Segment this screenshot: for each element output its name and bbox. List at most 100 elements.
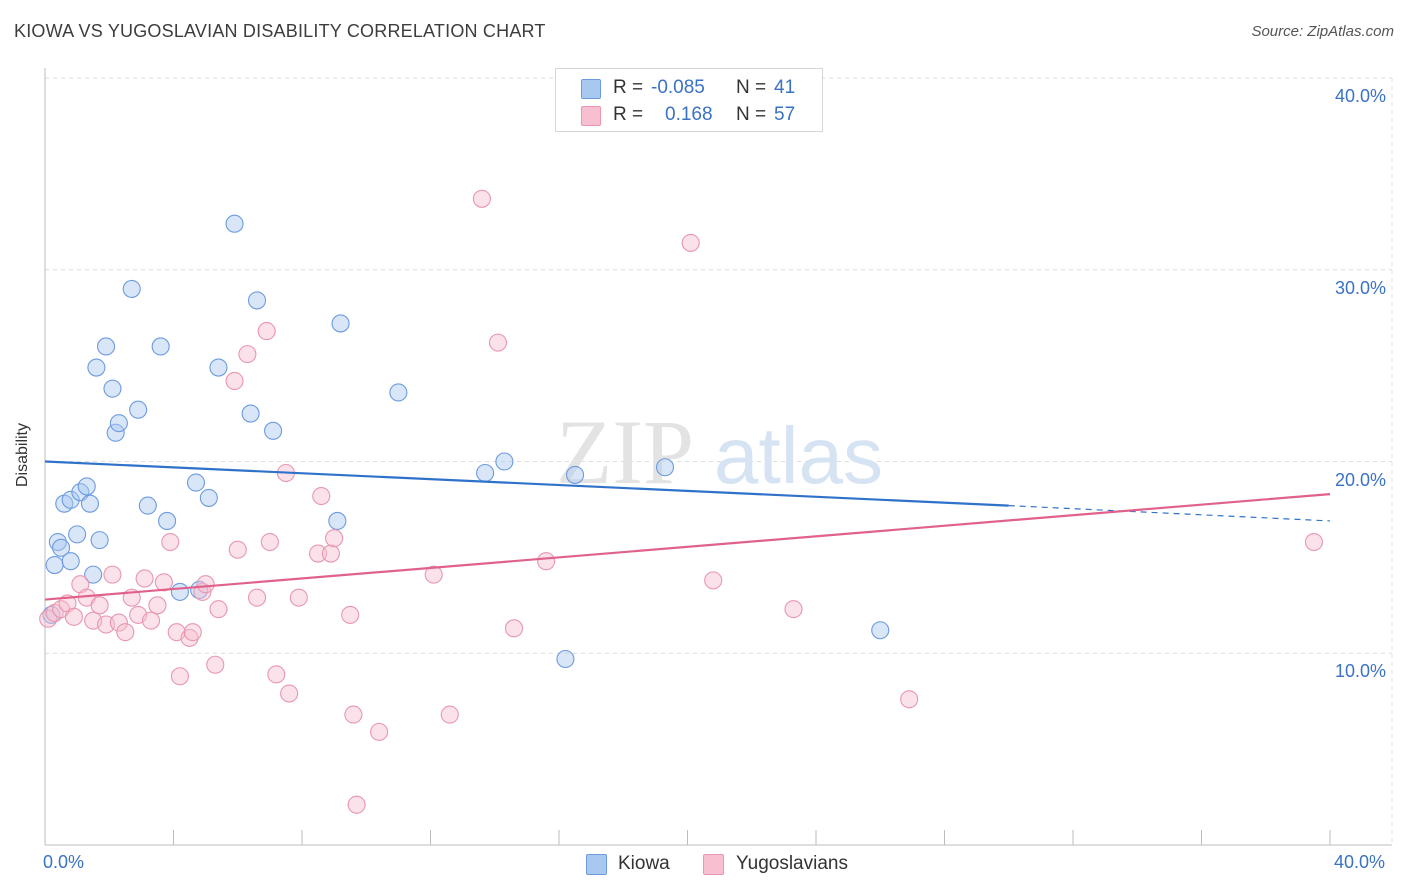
yugoslavian-point (900, 690, 919, 709)
kiowa-point (138, 496, 157, 515)
kiowa-point (61, 490, 80, 509)
legend-swatch-kiowa (581, 79, 601, 99)
yugoslavian-point (504, 619, 524, 638)
kiowa-trend-extension (1008, 505, 1331, 522)
yugoslavian-point (247, 588, 267, 607)
kiowa-point (77, 477, 96, 496)
yugoslavian-point (344, 705, 363, 724)
kiowa-point (655, 458, 675, 477)
y-tick-label: 40.0% (1335, 86, 1387, 106)
yugoslavian-point (267, 665, 286, 684)
kiowa-point (186, 473, 206, 492)
yugoslavian-point (537, 552, 556, 571)
kiowa-point (96, 337, 116, 356)
kiowa-point (328, 511, 347, 530)
x-tick-label-max: 40.0% (1334, 852, 1386, 872)
legend-n-label: N = (736, 77, 767, 98)
kiowa-point (199, 488, 218, 507)
kiowa-point (109, 414, 128, 433)
series-legend: Kiowa Yugoslavians (586, 852, 886, 878)
kiowa-point (264, 421, 283, 440)
kiowa-point (45, 555, 64, 575)
legend-n-value: 57 (774, 104, 796, 125)
kiowa-point (225, 214, 244, 233)
kiowa-point (476, 463, 495, 483)
kiowa-point (103, 379, 122, 398)
yugoslavian-point (196, 575, 215, 594)
kiowa-point (151, 337, 170, 356)
legend-swatch-yugoslavians (703, 854, 724, 875)
kiowa-trend-line (44, 460, 1009, 507)
yugoslavian-point (141, 611, 161, 630)
yugoslavian-point (280, 684, 299, 703)
trend-lines (44, 460, 1331, 601)
yugoslavian-point (321, 544, 340, 563)
yugoslavian-point (257, 322, 276, 341)
yugoslavian-point (309, 544, 328, 563)
kiowa-point (389, 383, 408, 402)
legend-label-kiowa: Kiowa (618, 853, 670, 874)
axes (44, 68, 1392, 846)
legend-r-label: R = (613, 77, 644, 98)
yugoslavian-point (183, 623, 202, 642)
kiowa-point (331, 314, 350, 333)
yugoslavian-point (161, 532, 180, 552)
source-label: Source: ZipAtlas.com (1251, 23, 1394, 40)
yugoslavian-point (341, 605, 360, 624)
yugoslavian-point (170, 667, 189, 686)
kiowa-point (158, 511, 177, 530)
x-tick-label-min: 0.0% (43, 852, 85, 872)
yugoslavian-point (424, 565, 443, 584)
yugoslavian-point (180, 628, 199, 647)
yugoslavian-point (90, 596, 109, 615)
kiowa-point (495, 452, 514, 471)
yugoslavian-point (109, 613, 128, 632)
kiowa-point (170, 582, 189, 601)
yugoslavian-point (116, 623, 135, 642)
yugoslavian-point (784, 600, 803, 619)
yugoslavian-point (103, 565, 122, 584)
yugoslavian-point (148, 596, 167, 615)
yugoslavian-point (312, 486, 331, 506)
yugoslavian-point (325, 529, 344, 548)
yugoslavian-point (209, 600, 228, 619)
yugoslavian-point (370, 722, 389, 741)
yugoslavian-point (704, 571, 723, 590)
kiowa-point (556, 649, 575, 669)
yugoslavian-point (681, 233, 700, 252)
kiowa-point (247, 291, 267, 310)
legend-swatch-yugoslavians (581, 106, 601, 126)
yugoslavian-point (225, 371, 244, 391)
legend-n-value: 41 (774, 77, 796, 98)
yugoslavian-point (472, 189, 491, 208)
kiowa-point (241, 404, 260, 423)
yugoslavian-point (347, 795, 366, 814)
kiowa-point (871, 621, 890, 640)
legend-n-label: N = (736, 104, 767, 125)
kiowa-point (87, 358, 106, 377)
kiowa-point (61, 552, 80, 571)
yugoslavian-point (64, 607, 83, 626)
kiowa-point (68, 525, 87, 544)
kiowa-point (566, 465, 585, 484)
kiowa-point (48, 532, 67, 552)
yugoslavian-point (488, 333, 508, 352)
yugoslavian-point (1304, 532, 1323, 552)
kiowa-point (209, 358, 228, 377)
data-points (39, 189, 1323, 814)
kiowa-point (122, 279, 141, 298)
correlation-legend: R = -0.085 N = 41 R = 0.168 N = 57 (555, 68, 823, 132)
kiowa-point (84, 565, 103, 584)
kiowa-point (80, 494, 100, 513)
legend-swatch-kiowa (586, 854, 607, 875)
legend-r-value: -0.085 (651, 77, 705, 98)
yugoslavian-point (260, 532, 279, 552)
yugoslavian-point (440, 705, 459, 724)
chart-title: KIOWA VS YUGOSLAVIAN DISABILITY CORRELAT… (14, 21, 546, 41)
kiowa-point (106, 423, 125, 442)
y-tick-label: 30.0% (1335, 277, 1387, 298)
kiowa-point (129, 400, 148, 419)
yugoslavian-point (135, 569, 154, 588)
yugoslavian-point (228, 540, 247, 559)
